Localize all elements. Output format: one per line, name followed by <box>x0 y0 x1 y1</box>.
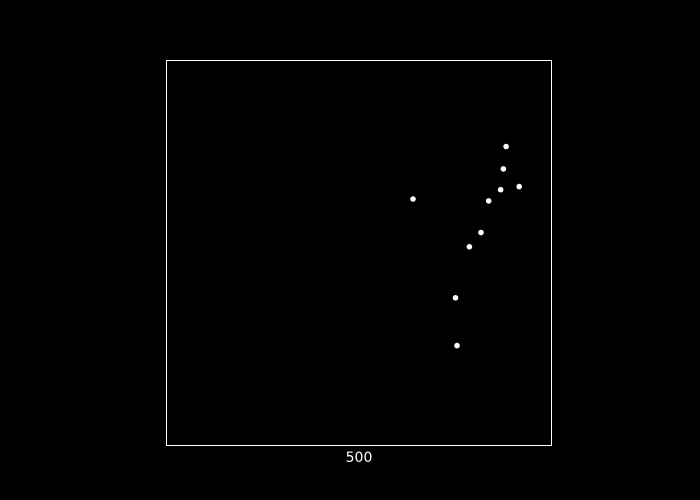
data-point-10 <box>516 183 522 190</box>
data-point-9 <box>503 143 509 150</box>
x-axis-label: 500 <box>346 450 373 466</box>
plot-area-frame <box>166 60 552 446</box>
data-point-1 <box>410 196 416 202</box>
data-point-8 <box>500 166 507 172</box>
data-point-6 <box>497 186 504 193</box>
data-point-5 <box>478 229 484 236</box>
data-point-2 <box>452 295 459 301</box>
data-point-3 <box>454 342 460 349</box>
data-point-4 <box>466 244 473 250</box>
data-points <box>410 143 522 349</box>
data-point-7 <box>485 198 492 204</box>
